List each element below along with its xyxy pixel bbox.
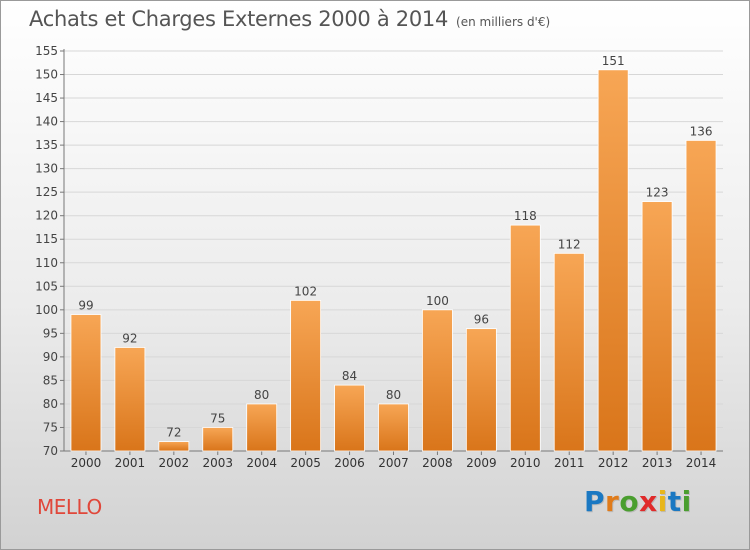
bars — [70, 69, 717, 452]
y-tick-label: 130 — [35, 162, 58, 176]
x-tick-label: 2009 — [466, 456, 497, 470]
data-label: 92 — [122, 331, 137, 345]
proxiti-logo[interactable]: Proxiti — [584, 485, 692, 518]
data-label: 99 — [78, 299, 93, 313]
logo-letter: r — [605, 485, 620, 518]
logo-letter: i — [657, 485, 668, 518]
bar — [202, 427, 234, 452]
y-tick-label: 125 — [35, 185, 58, 199]
bar — [158, 441, 190, 452]
data-labels: 99 92 72 75 80 102 84 80 100 96 118 112 151 123 136 — [78, 54, 712, 440]
data-label: 80 — [386, 388, 401, 402]
logo-letter: x — [639, 485, 658, 518]
data-label: 84 — [342, 369, 357, 383]
logo-letter: t — [667, 485, 682, 518]
data-label: 118 — [514, 209, 537, 223]
x-tick-label: 2012 — [598, 456, 629, 470]
bar — [378, 403, 409, 452]
x-tick-label: 2014 — [686, 456, 717, 470]
bar — [334, 384, 365, 452]
x-tick-label: 2004 — [246, 456, 277, 470]
x-tick-label: 2011 — [554, 456, 585, 470]
chart-title: Achats et Charges Externes 2000 à 2014 (e… — [29, 7, 550, 31]
x-tick-label: 2008 — [422, 456, 453, 470]
bar — [422, 309, 453, 452]
bar — [597, 69, 629, 452]
bar — [553, 252, 585, 452]
x-tick-label: 2010 — [510, 456, 541, 470]
y-tick-label: 85 — [43, 373, 58, 387]
data-label: 75 — [210, 411, 225, 425]
bar — [290, 300, 322, 452]
data-label: 102 — [294, 284, 317, 298]
y-tick-label: 80 — [43, 397, 58, 411]
data-label: 80 — [254, 388, 269, 402]
x-tick-labels: 2000 2001 2002 2003 2004 2005 2006 2007 2008 2009… — [71, 456, 717, 470]
x-tick-label: 2001 — [115, 456, 146, 470]
y-tick-label: 100 — [35, 303, 58, 317]
bar — [465, 328, 497, 452]
y-tick-label: 110 — [35, 256, 58, 270]
y-tick-label: 120 — [35, 209, 58, 223]
x-tick-label: 2007 — [378, 456, 409, 470]
bar — [641, 201, 673, 452]
chart-subtitle: (en milliers d'€) — [456, 15, 551, 29]
bar — [509, 224, 541, 452]
y-tick-label: 150 — [35, 68, 58, 82]
data-label: 100 — [426, 294, 449, 308]
y-tick-label: 115 — [35, 232, 58, 246]
bar — [114, 347, 146, 452]
x-tick-label: 2013 — [642, 456, 673, 470]
logo-letter: P — [584, 485, 606, 518]
logo-letter: o — [619, 485, 640, 518]
y-tick-label: 135 — [35, 138, 58, 152]
y-tick-label: 105 — [35, 279, 58, 293]
commune-name: MELLO — [37, 495, 102, 519]
data-label: 72 — [166, 426, 181, 440]
y-tick-label: 140 — [35, 115, 58, 129]
x-tick-label: 2002 — [159, 456, 190, 470]
bar — [685, 140, 717, 452]
x-tick-label: 2006 — [334, 456, 365, 470]
y-tick-label: 75 — [43, 420, 58, 434]
data-label: 112 — [558, 237, 581, 251]
y-tick-label: 90 — [43, 350, 58, 364]
x-tick-label: 2005 — [290, 456, 321, 470]
data-label: 136 — [690, 124, 713, 138]
y-tick-label: 95 — [43, 326, 58, 340]
y-tick-labels: 70 75 80 85 90 95 100 105 110 115 120 125 130 135 140 1… — [35, 44, 58, 458]
chart-title-text: Achats et Charges Externes 2000 à 2014 — [29, 7, 449, 31]
data-label: 151 — [602, 54, 625, 68]
bar — [246, 403, 278, 452]
y-tick-label: 155 — [35, 44, 58, 58]
x-tick-label: 2000 — [71, 456, 102, 470]
data-label: 96 — [474, 313, 489, 327]
bar — [70, 314, 102, 452]
x-tick-label: 2003 — [202, 456, 233, 470]
y-tick-label: 70 — [43, 444, 58, 458]
data-label: 123 — [646, 186, 669, 200]
y-tick-label: 145 — [35, 91, 58, 105]
logo-letter: i — [681, 485, 692, 518]
